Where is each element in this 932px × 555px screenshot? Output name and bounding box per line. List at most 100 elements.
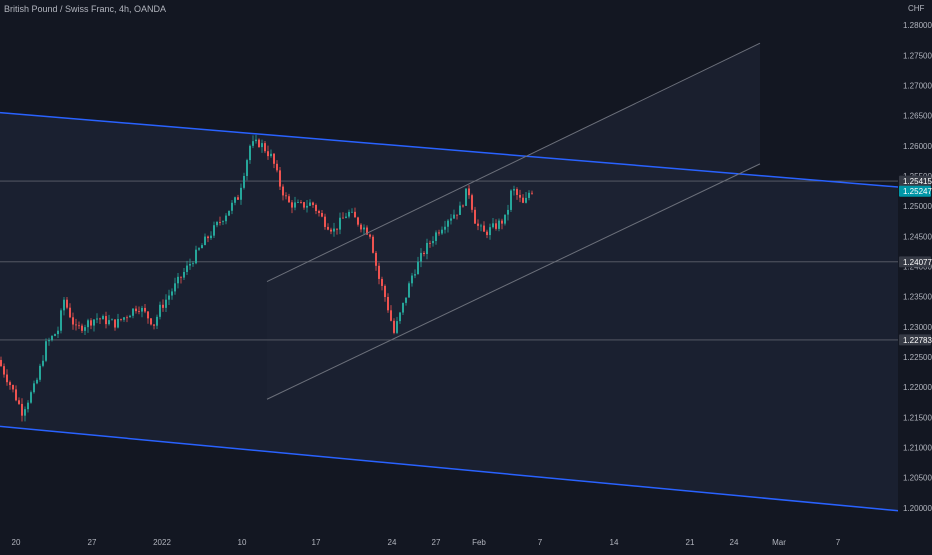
price-badge (899, 175, 931, 187)
candle-body (354, 211, 356, 218)
candle-body (324, 216, 326, 227)
y-tick-label: 1.20500 (903, 474, 932, 483)
candle-body (144, 307, 146, 312)
candle-body (303, 202, 305, 208)
candle-body (165, 299, 167, 308)
candle-body (225, 215, 227, 222)
candle-body (213, 225, 215, 236)
candle-body (498, 220, 500, 229)
candle-body (111, 319, 113, 321)
x-tick-label: 20 (12, 538, 21, 547)
candle-body (474, 209, 476, 224)
candle-body (369, 234, 371, 237)
candle-body (48, 340, 50, 342)
candle-body (162, 304, 164, 308)
x-tick-label: 14 (610, 538, 619, 547)
candle-body (456, 214, 458, 216)
candle-body (291, 202, 293, 208)
candle-body (366, 227, 368, 235)
candle-body (69, 307, 71, 318)
candle-body (402, 302, 404, 313)
candle-body (246, 160, 248, 176)
candle-body (327, 226, 329, 230)
y-tick-label: 1.20000 (903, 504, 932, 513)
candle-body (39, 365, 41, 380)
candle-body (186, 265, 188, 272)
candle-body (378, 265, 380, 279)
channel-upper-line (0, 111, 932, 191)
candle-body (267, 151, 269, 157)
candle-body (435, 232, 437, 241)
candle-body (9, 382, 11, 386)
candle-body (189, 263, 191, 266)
candle-body (93, 319, 95, 326)
candle-body (399, 312, 401, 322)
candle-body (240, 187, 242, 200)
candle-body (222, 221, 224, 223)
x-tick-label: 27 (88, 538, 97, 547)
candle-body (255, 139, 257, 142)
candle-body (390, 310, 392, 321)
candle-body (198, 248, 200, 250)
candle-body (432, 240, 434, 244)
candle-body (57, 330, 59, 335)
price-badge-text: 1.25247 (903, 187, 932, 196)
candle-body (81, 325, 83, 331)
candle-body (411, 275, 413, 284)
candle-body (483, 225, 485, 232)
candle-body (522, 197, 524, 203)
y-tick-label: 1.27500 (903, 51, 932, 60)
candle-body (465, 188, 467, 206)
minor-channel-fill (267, 43, 760, 400)
candle-body (6, 374, 8, 383)
candle-body (510, 190, 512, 210)
candle-body (147, 311, 149, 319)
x-tick-label: 21 (686, 538, 695, 547)
candle-body (339, 217, 341, 230)
candle-body (243, 175, 245, 188)
candle-body (423, 252, 425, 255)
candle-body (27, 402, 29, 410)
candle-body (153, 324, 155, 326)
candle-body (126, 317, 128, 319)
candle-body (450, 218, 452, 221)
candle-body (150, 318, 152, 325)
candle-body (180, 276, 182, 278)
x-tick-label: Feb (472, 538, 486, 547)
candle-body (258, 139, 260, 148)
candle-body (414, 274, 416, 276)
candle-body (375, 252, 377, 266)
candle-body (309, 202, 311, 206)
candle-body (312, 202, 314, 205)
candle-body (192, 263, 194, 265)
chart-title: British Pound / Swiss Franc, 4h, OANDA (4, 4, 167, 14)
candle-body (273, 153, 275, 164)
candle-body (120, 318, 122, 320)
candle-body (438, 232, 440, 234)
candle-body (132, 308, 134, 316)
price-badge (899, 185, 931, 197)
x-tick-label: 17 (312, 538, 321, 547)
candle-body (135, 308, 137, 312)
candle-body (507, 209, 509, 215)
candle-body (429, 242, 431, 244)
candle-body (396, 321, 398, 333)
candle-body (12, 385, 14, 390)
candle-body (489, 227, 491, 236)
candle-body (444, 226, 446, 230)
candle-body (66, 299, 68, 308)
y-tick-label: 1.28000 (903, 21, 932, 30)
candle-body (330, 229, 332, 232)
candle-body (459, 205, 461, 215)
candle-body (348, 211, 350, 217)
candle-body (60, 310, 62, 331)
candle-body (219, 221, 221, 223)
candle-body (405, 297, 407, 303)
candle-body (3, 366, 5, 375)
candle-body (78, 325, 80, 327)
candle-body (264, 143, 266, 152)
candle-body (99, 318, 101, 320)
candle-body (528, 192, 530, 198)
